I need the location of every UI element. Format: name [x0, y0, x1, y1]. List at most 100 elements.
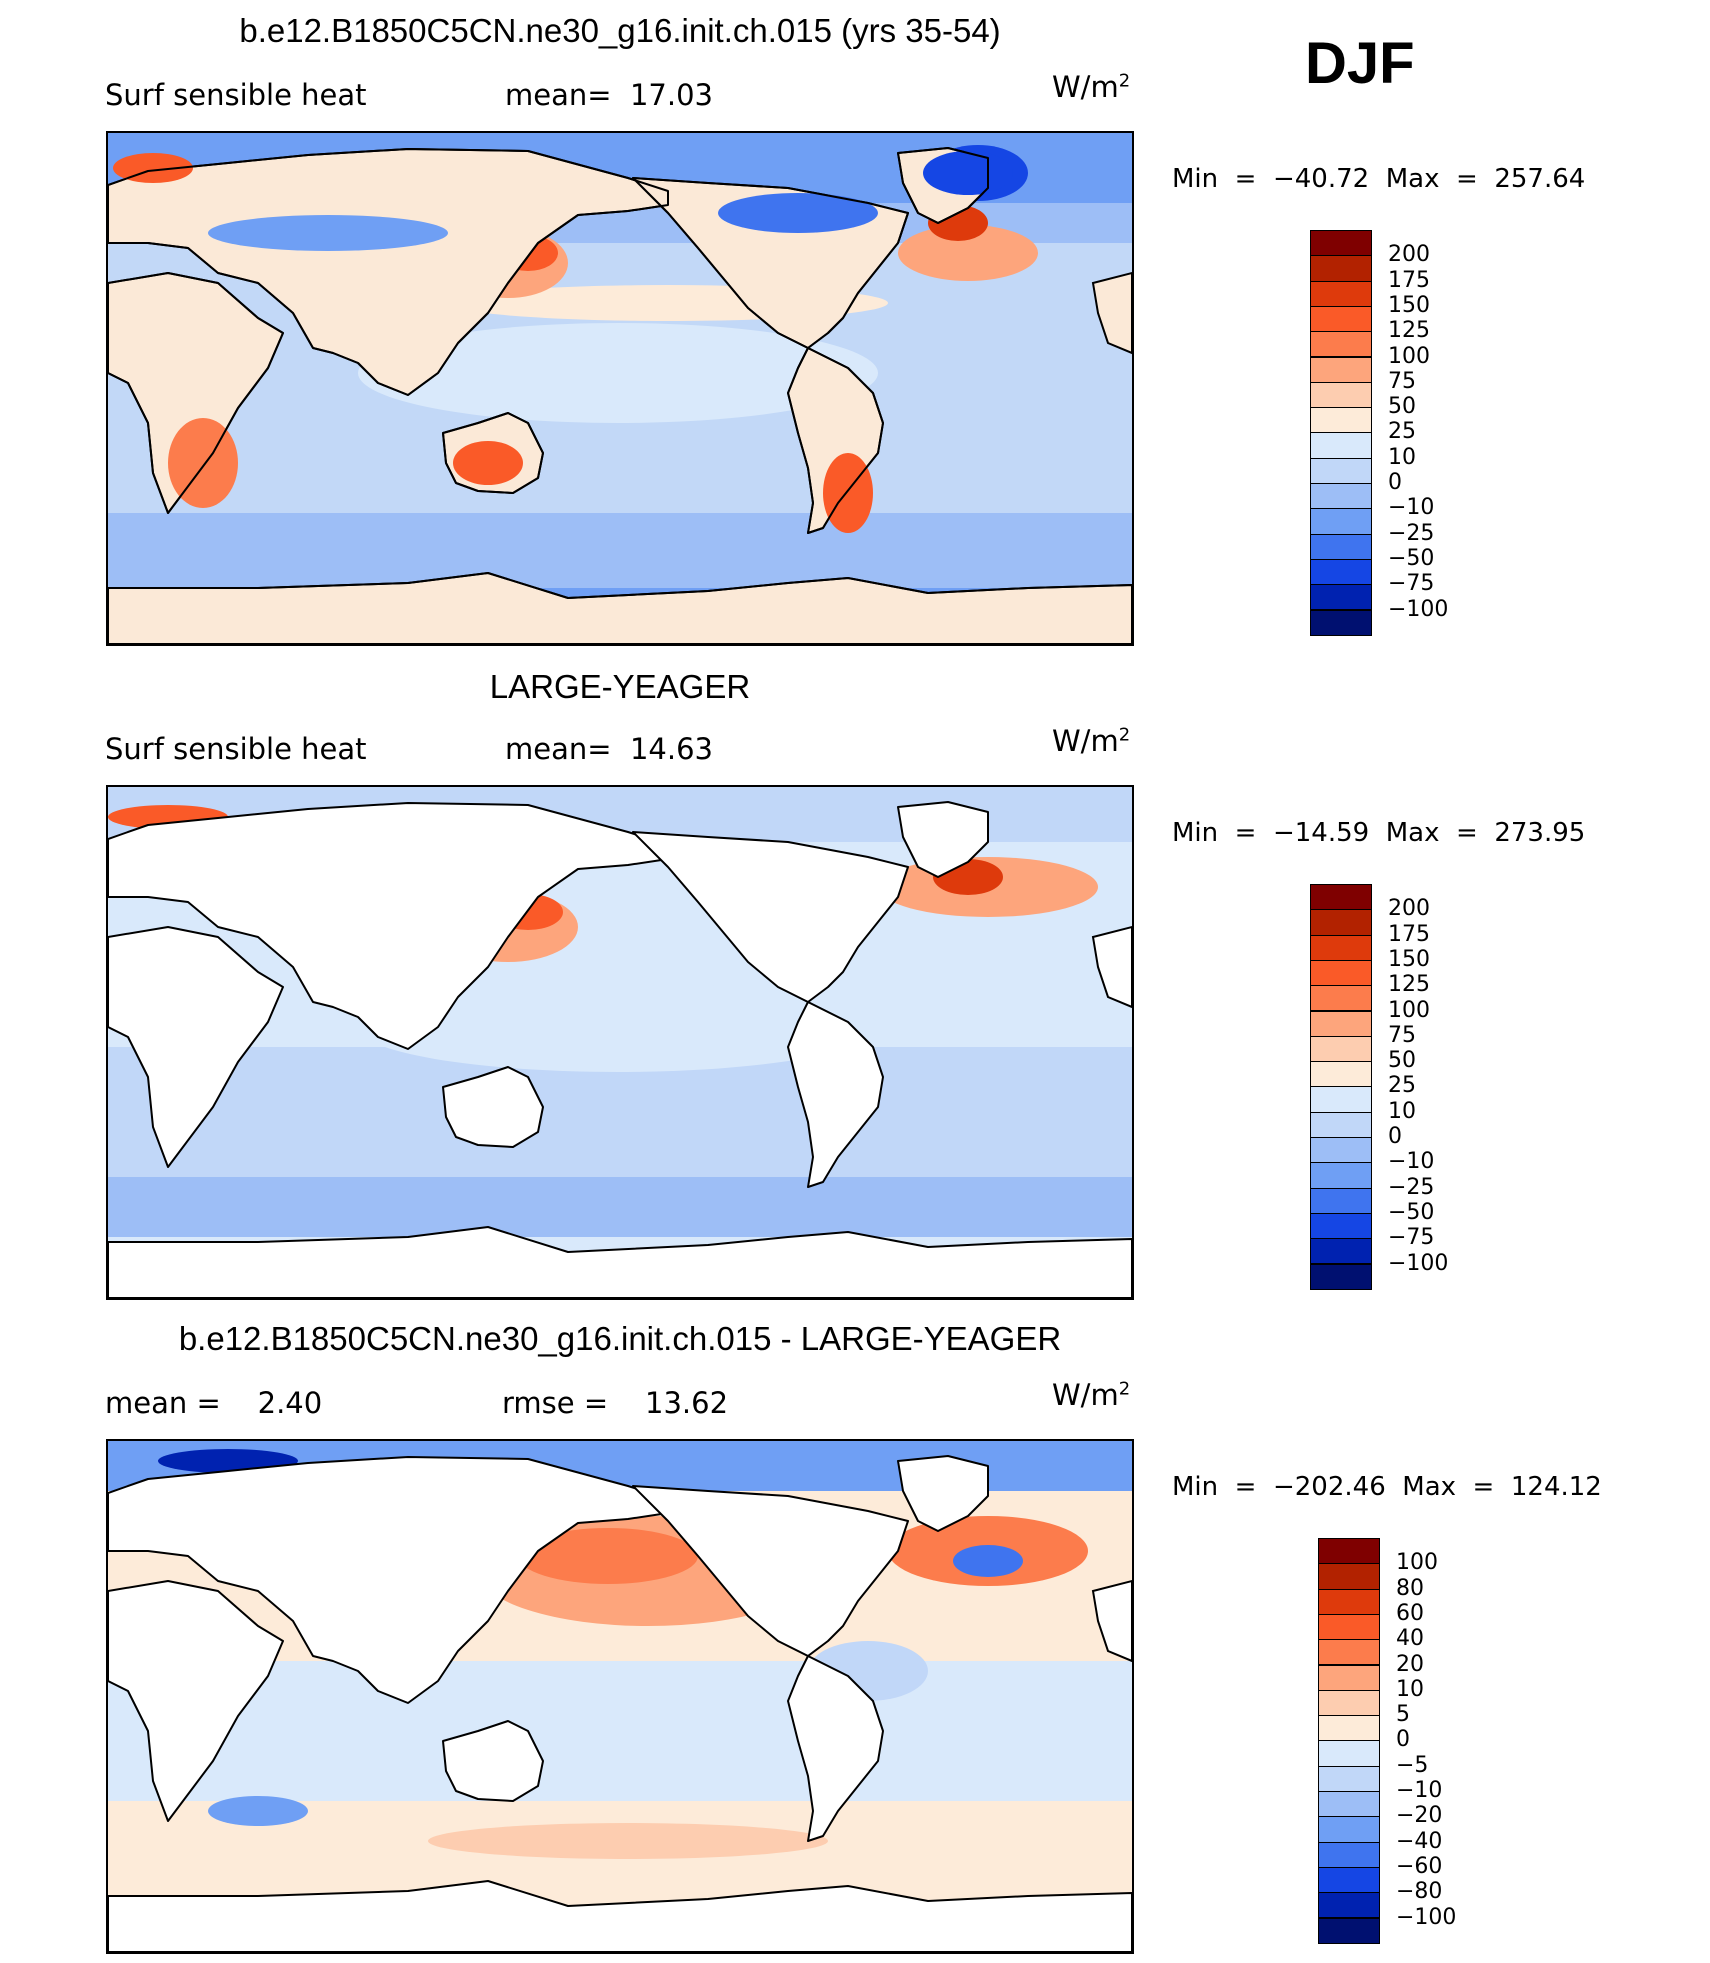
colorbar-label: 50 [1388, 394, 1416, 420]
colorbar-label: −25 [1388, 1174, 1435, 1200]
field-region [898, 225, 1038, 281]
colorbar-label: 50 [1388, 1048, 1416, 1074]
colorbar-swatch [1310, 483, 1372, 510]
colorbar-swatch [1310, 884, 1372, 911]
colorbar-swatch [1310, 985, 1372, 1012]
colorbar-swatch [1318, 1613, 1380, 1641]
colorbar-label: −20 [1396, 1803, 1443, 1829]
colorbar-label: 40 [1396, 1626, 1424, 1652]
continent-greenland [897, 1455, 989, 1532]
panel-1-title: b.e12.B1850C5CN.ne30_g16.init.ch.015 (yr… [239, 12, 1001, 49]
colorbar-swatch [1310, 331, 1372, 358]
continent-eurasia [108, 1456, 669, 1704]
panel-2-variable: Surf sensible heat [105, 732, 367, 766]
colorbar-label: 100 [1388, 997, 1430, 1023]
colorbar-label: −10 [1396, 1778, 1443, 1803]
colorbar-swatch [1318, 1689, 1380, 1717]
coastline-eurasia [108, 148, 669, 396]
colorbar-label: 75 [1388, 368, 1416, 394]
continent-greenland [897, 801, 989, 878]
colorbar-label: 5 [1396, 1702, 1410, 1728]
colorbar-swatch [1310, 558, 1372, 586]
continent-australia [442, 1720, 544, 1802]
colorbar-swatch [1310, 1212, 1372, 1240]
panel-2-units: W/m2 [1052, 724, 1131, 758]
colorbar-label: 125 [1388, 972, 1430, 998]
continent-samerica [787, 1001, 884, 1188]
colorbar-swatch [1318, 1816, 1380, 1843]
colorbar-swatch [1318, 1740, 1380, 1767]
colorbar-label: 175 [1388, 267, 1430, 293]
colorbar-swatch [1310, 508, 1372, 535]
colorbar-label: 200 [1388, 896, 1430, 922]
panel-2-title: LARGE-YEAGER [489, 668, 751, 705]
field-region [428, 1823, 828, 1859]
continent-europe-wrap [1091, 1579, 1132, 1663]
colorbar-label: −60 [1396, 1853, 1443, 1879]
colorbar-swatch [1318, 1917, 1380, 1944]
colorbar-swatch [1318, 1791, 1380, 1818]
colorbar-label: −75 [1388, 571, 1435, 597]
colorbar-label: 0 [1388, 470, 1402, 495]
colorbar-label: −80 [1396, 1879, 1443, 1905]
field-band [108, 1661, 1132, 1801]
continent-africa [108, 1580, 284, 1822]
colorbar-swatch [1310, 255, 1372, 282]
colorbar-swatch [1310, 934, 1372, 961]
panel-3-rmse: rmse = 13.62 [502, 1386, 729, 1420]
colorbar-swatch [1318, 1588, 1380, 1615]
colorbar-label: −100 [1388, 596, 1449, 622]
colorbar-swatch [1310, 280, 1372, 307]
colorbar-swatch [1318, 1866, 1380, 1894]
colorbar-swatch [1310, 1238, 1372, 1265]
colorbar-swatch [1310, 457, 1372, 484]
colorbar-label: 100 [1388, 343, 1430, 369]
colorbar-label: −50 [1388, 1199, 1435, 1225]
colorbar-swatch [1318, 1563, 1380, 1590]
field-band [108, 1177, 1132, 1237]
colorbar-label: 100 [1396, 1550, 1438, 1576]
field-region [718, 193, 878, 233]
colorbar-label: 60 [1396, 1600, 1424, 1626]
continent-antarctica [108, 1226, 1132, 1298]
colorbar-label: −5 [1396, 1752, 1429, 1778]
field-band [108, 513, 1132, 593]
colorbar-swatch [1310, 609, 1372, 636]
panel-3-units: W/m2 [1052, 1378, 1131, 1412]
colorbar-label: −10 [1388, 495, 1435, 521]
colorbar-label: −25 [1388, 520, 1435, 546]
colorbar-label: 10 [1388, 444, 1416, 470]
colorbar-label: 200 [1388, 242, 1430, 268]
continent-samerica [787, 1655, 884, 1842]
continent-europe-wrap [1091, 271, 1132, 355]
coastline-australia [442, 412, 544, 494]
colorbar-label: −100 [1388, 1250, 1449, 1276]
colorbar-label: 25 [1388, 1073, 1416, 1099]
colorbar-swatch [1310, 584, 1372, 611]
coastline-africa [108, 272, 284, 514]
colorbar-swatch [1310, 230, 1372, 257]
panel-1-min-max: Min = −40.72 Max = 257.64 [1172, 164, 1586, 194]
panel-2-mean: mean= 14.63 [505, 732, 713, 766]
colorbar-label: 75 [1388, 1022, 1416, 1048]
panel-1-variable: Surf sensible heat [105, 78, 367, 112]
colorbar-swatch [1310, 1010, 1372, 1037]
continent-namerica [632, 1485, 909, 1657]
field-region [208, 215, 448, 251]
field-region [208, 1796, 308, 1826]
colorbar-swatch [1310, 407, 1372, 434]
field-region [358, 323, 878, 423]
colorbar-swatch [1310, 356, 1372, 383]
colorbar-label: 150 [1388, 946, 1430, 972]
field-region [823, 453, 873, 533]
field-region [518, 1528, 698, 1584]
colorbar-swatch [1310, 1111, 1372, 1138]
field-region [358, 982, 878, 1072]
colorbar-label: −40 [1396, 1828, 1443, 1854]
colorbar-label: −75 [1388, 1225, 1435, 1251]
colorbar-label: −50 [1388, 545, 1435, 571]
colorbar-label: 80 [1396, 1575, 1424, 1601]
continent-eurasia [108, 802, 669, 1050]
colorbar-swatch [1310, 432, 1372, 459]
coastline-antarctica [108, 572, 1132, 644]
